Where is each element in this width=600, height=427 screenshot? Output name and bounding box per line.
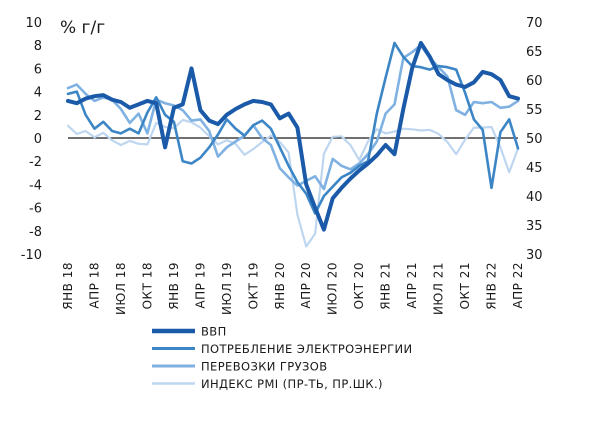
series-line-0	[66, 40, 520, 232]
x-tick-label: ОКТ 20	[352, 262, 366, 309]
x-tick-label: АПР 21	[405, 262, 419, 309]
legend-label-0: ВВП	[201, 325, 227, 339]
legend-label-3: ИНДЕКС PMI (ПР-ТЬ, ПР.ШК.)	[201, 377, 383, 391]
x-tick-label: АПР 22	[511, 262, 525, 309]
legend-label-1: ПОТРЕБЛЕНИЕ ЭЛЕКТРОЭНЕРГИИ	[201, 342, 413, 356]
y-left-tick-labels: 10 8 6 4 2 0 -2 -4 -6 -8 -10	[21, 16, 42, 263]
y-right-tick-label: 55	[526, 103, 543, 118]
x-tick-label: ЯНВ 18	[61, 262, 75, 310]
x-tick-label: АПР 19	[193, 262, 207, 309]
x-tick-label: ОКТ 21	[458, 262, 472, 309]
y-left-tick-label: 8	[34, 39, 42, 54]
y-left-tick-label: -10	[21, 248, 42, 263]
y-right-tick-label: 65	[526, 45, 543, 60]
y-left-tick-label: 0	[34, 132, 42, 147]
y-left-tick-label: -8	[29, 225, 42, 240]
y-left-tick-label: -6	[29, 202, 42, 217]
x-tick-label: АПР 20	[299, 262, 313, 309]
series-line-1	[66, 41, 520, 215]
x-tick-label: ИЮЛ 20	[326, 262, 340, 315]
legend: ВВП ПОТРЕБЛЕНИЕ ЭЛЕКТРОЭНЕРГИИ ПЕРЕВОЗКИ Г…	[152, 325, 413, 391]
y-left-tick-label: 4	[34, 86, 42, 101]
series-line-3	[66, 118, 520, 248]
x-tick-label: ЯНВ 19	[167, 262, 181, 310]
x-tick-label: ЯНВ 21	[379, 262, 393, 310]
y-right-tick-label: 45	[526, 161, 543, 176]
y-right-tick-label: 60	[526, 74, 543, 89]
y-right-tick-label: 35	[526, 219, 543, 234]
y-right-tick-label: 40	[526, 190, 543, 205]
y-left-tick-label: -2	[29, 155, 42, 170]
y-left-tick-label: 2	[34, 109, 42, 124]
x-tick-label: ИЮЛ 21	[432, 262, 446, 315]
x-tick-label: ИЮЛ 18	[114, 262, 128, 315]
legend-label-2: ПЕРЕВОЗКИ ГРУЗОВ	[201, 360, 328, 374]
y-left-tick-label: -4	[29, 178, 42, 193]
x-tick-label: ЯНВ 22	[485, 262, 499, 310]
y-left-tick-label: 6	[34, 62, 42, 77]
x-tick-label: ИЮЛ 19	[220, 262, 234, 315]
y-right-tick-label: 30	[526, 248, 543, 263]
x-tick-label: АПР 18	[87, 262, 101, 309]
x-tick-label: ОКТ 18	[140, 262, 154, 309]
x-tick-label: ЯНВ 20	[273, 262, 287, 310]
x-tick-label: ОКТ 19	[246, 262, 260, 309]
y-right-tick-labels: 70 65 60 55 50 45 40 35 30	[526, 16, 543, 263]
y-right-tick-label: 50	[526, 132, 543, 147]
y-left-tick-label: 10	[25, 16, 42, 31]
x-tick-labels: ЯНВ 18 АПР 18 ИЮЛ 18 ОКТ 18 ЯНВ 19 АПР 19 ИЮЛ …	[61, 262, 525, 315]
y-axis-unit-label: % г/г	[60, 18, 105, 38]
series-lines	[66, 40, 520, 248]
y-right-tick-label: 70	[526, 16, 543, 31]
